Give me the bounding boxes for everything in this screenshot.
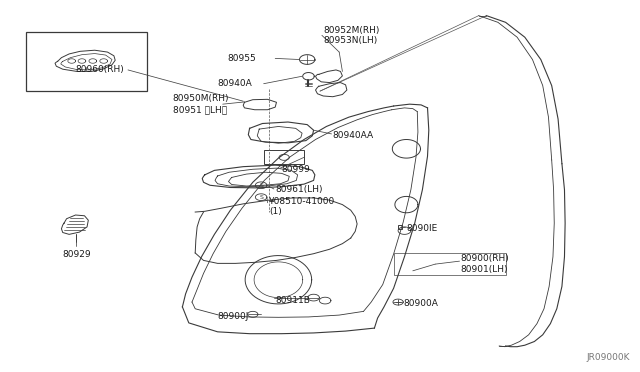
Text: 80961(LH): 80961(LH) (275, 185, 323, 194)
Bar (26, 32, 147, 91)
Text: 80950M(RH)
80951 〈LH〉: 80950M(RH) 80951 〈LH〉 (173, 94, 229, 114)
Text: JR09000K: JR09000K (587, 353, 630, 362)
Text: 80900J: 80900J (218, 312, 249, 321)
Bar (394, 253, 506, 275)
Text: S: S (259, 183, 263, 188)
Text: 80900(RH)
80901(LH): 80900(RH) 80901(LH) (461, 254, 509, 274)
Bar (264, 150, 304, 164)
Text: ¥08510-41000
(1): ¥08510-41000 (1) (269, 197, 335, 216)
Text: 80900A: 80900A (403, 299, 438, 308)
Text: 80952M(RH)
80953N(LH): 80952M(RH) 80953N(LH) (323, 26, 380, 45)
Text: 80940AA: 80940AA (333, 131, 374, 140)
Text: 80955: 80955 (227, 54, 256, 63)
Text: 80940A: 80940A (218, 79, 252, 88)
Text: 80911B: 80911B (275, 296, 310, 305)
Text: 80999: 80999 (282, 165, 310, 174)
Text: S: S (259, 195, 263, 200)
Text: 8090IE: 8090IE (406, 224, 438, 232)
Text: 80960(RH): 80960(RH) (76, 65, 124, 74)
Text: 80929: 80929 (63, 250, 91, 259)
